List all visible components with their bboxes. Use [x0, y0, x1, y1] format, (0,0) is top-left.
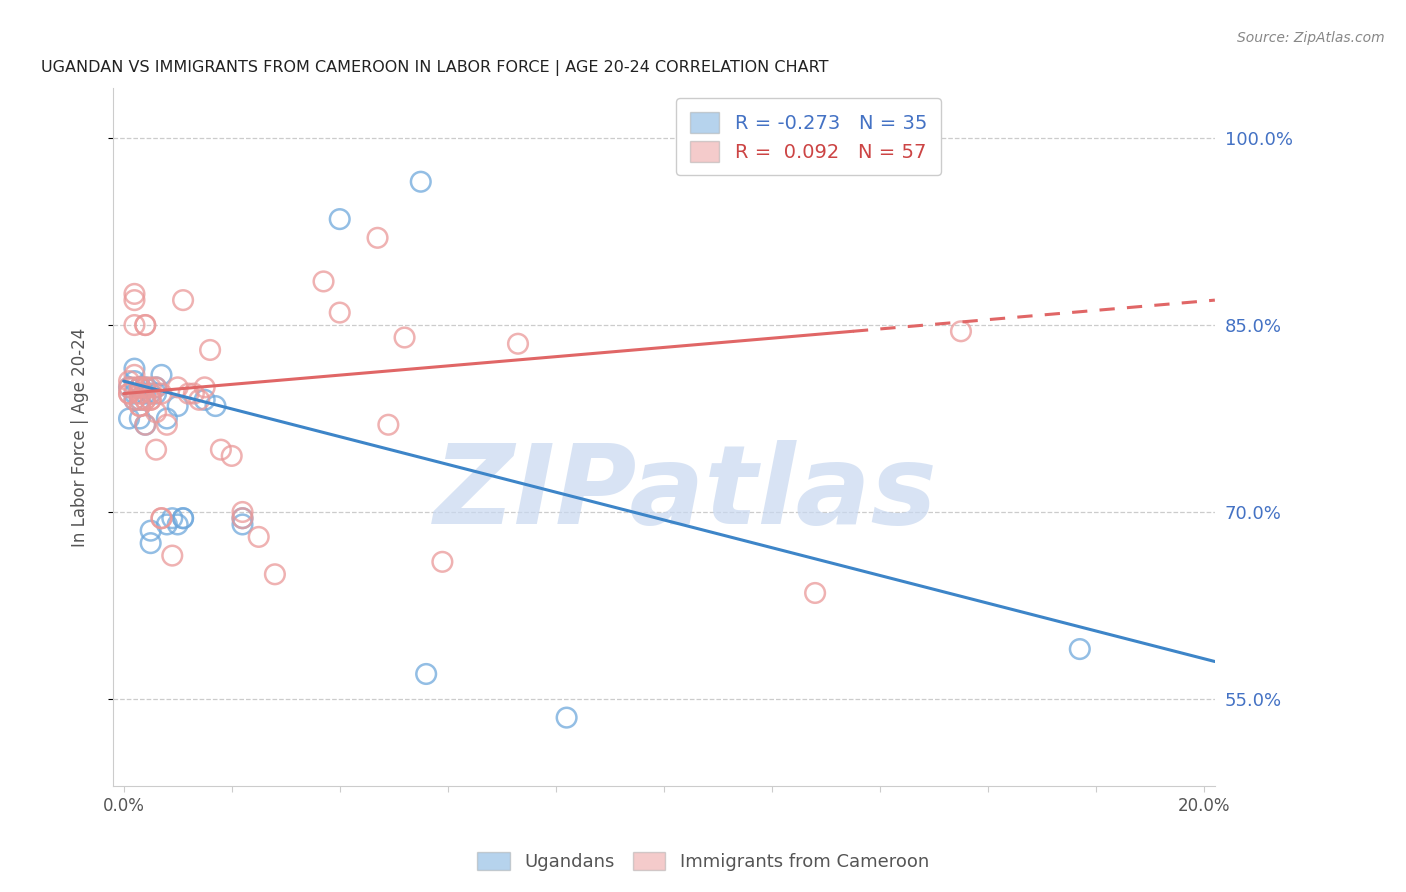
Point — [506, 336, 529, 351]
Point — [183, 386, 205, 401]
Point — [128, 380, 150, 394]
Point — [804, 586, 827, 600]
Point — [124, 392, 146, 407]
Point — [134, 392, 156, 407]
Point — [139, 386, 162, 401]
Point — [134, 417, 156, 432]
Point — [415, 667, 437, 681]
Point — [124, 374, 146, 388]
Point — [124, 392, 146, 407]
Point — [145, 405, 167, 419]
Point — [194, 380, 217, 394]
Point — [247, 530, 270, 544]
Point — [156, 411, 179, 425]
Point — [198, 343, 221, 357]
Point — [139, 380, 162, 394]
Point — [231, 505, 253, 519]
Point — [145, 386, 167, 401]
Point — [134, 386, 156, 401]
Y-axis label: In Labor Force | Age 20-24: In Labor Force | Age 20-24 — [72, 327, 89, 547]
Point — [231, 511, 253, 525]
Point — [145, 442, 167, 457]
Point — [221, 449, 243, 463]
Point — [139, 392, 162, 407]
Point — [139, 386, 162, 401]
Point — [150, 386, 173, 401]
Point — [128, 386, 150, 401]
Point — [394, 330, 416, 344]
Point — [124, 361, 146, 376]
Point — [329, 212, 352, 227]
Point — [166, 380, 188, 394]
Point — [134, 318, 156, 332]
Point — [134, 417, 156, 432]
Point — [134, 380, 156, 394]
Point — [177, 386, 200, 401]
Legend: Ugandans, Immigrants from Cameroon: Ugandans, Immigrants from Cameroon — [470, 845, 936, 879]
Point — [124, 318, 146, 332]
Point — [128, 392, 150, 407]
Point — [194, 392, 217, 407]
Point — [409, 175, 432, 189]
Point — [128, 380, 150, 394]
Point — [150, 511, 173, 525]
Point — [134, 318, 156, 332]
Point — [128, 380, 150, 394]
Point — [128, 386, 150, 401]
Point — [124, 286, 146, 301]
Point — [172, 293, 194, 307]
Point — [118, 380, 141, 394]
Point — [1069, 642, 1091, 657]
Point — [209, 442, 232, 457]
Point — [264, 567, 287, 582]
Point — [128, 411, 150, 425]
Point — [124, 368, 146, 382]
Point — [139, 536, 162, 550]
Point — [432, 555, 454, 569]
Point — [118, 411, 141, 425]
Point — [329, 305, 352, 319]
Point — [124, 380, 146, 394]
Point — [145, 380, 167, 394]
Point — [118, 380, 141, 394]
Point — [128, 380, 150, 394]
Point — [134, 392, 156, 407]
Point — [128, 399, 150, 413]
Point — [162, 549, 184, 563]
Point — [231, 511, 253, 525]
Text: UGANDAN VS IMMIGRANTS FROM CAMEROON IN LABOR FORCE | AGE 20-24 CORRELATION CHART: UGANDAN VS IMMIGRANTS FROM CAMEROON IN L… — [41, 60, 828, 76]
Point — [231, 517, 253, 532]
Point — [118, 386, 141, 401]
Point — [166, 399, 188, 413]
Point — [367, 231, 389, 245]
Point — [162, 511, 184, 525]
Point — [139, 524, 162, 538]
Text: ZIPatlas: ZIPatlas — [434, 440, 938, 547]
Text: Source: ZipAtlas.com: Source: ZipAtlas.com — [1237, 31, 1385, 45]
Point — [312, 275, 335, 289]
Point — [949, 324, 972, 338]
Point — [156, 517, 179, 532]
Point — [188, 392, 211, 407]
Point — [118, 386, 141, 401]
Point — [204, 399, 226, 413]
Point — [172, 511, 194, 525]
Point — [124, 386, 146, 401]
Point — [118, 374, 141, 388]
Point — [156, 417, 179, 432]
Point — [166, 517, 188, 532]
Point — [134, 380, 156, 394]
Point — [139, 392, 162, 407]
Point — [128, 399, 150, 413]
Point — [377, 417, 399, 432]
Legend: R = -0.273   N = 35, R =  0.092   N = 57: R = -0.273 N = 35, R = 0.092 N = 57 — [676, 98, 941, 176]
Point — [555, 710, 578, 724]
Point — [172, 511, 194, 525]
Point — [128, 392, 150, 407]
Point — [145, 380, 167, 394]
Point — [150, 368, 173, 382]
Point — [124, 293, 146, 307]
Point — [150, 511, 173, 525]
